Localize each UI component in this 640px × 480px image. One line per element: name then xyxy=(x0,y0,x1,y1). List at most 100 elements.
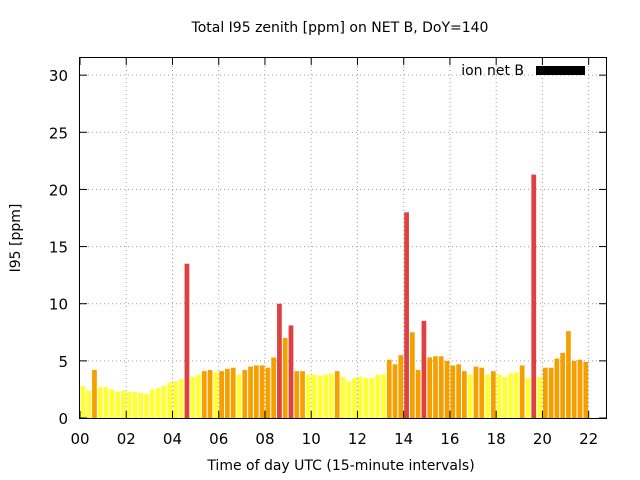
bar xyxy=(103,387,109,418)
bar xyxy=(311,374,317,418)
bar xyxy=(352,378,357,418)
bar xyxy=(519,365,525,418)
bar xyxy=(138,392,144,418)
bar xyxy=(583,362,589,418)
bar xyxy=(421,320,427,418)
bar xyxy=(357,376,363,418)
bar xyxy=(167,382,172,418)
x-axis-label: Time of day UTC (15-minute intervals) xyxy=(206,458,474,474)
x-tick-label: 08 xyxy=(255,430,274,448)
bar xyxy=(236,374,242,418)
bar xyxy=(190,376,196,418)
bar xyxy=(433,356,438,418)
bar xyxy=(450,365,456,418)
bar xyxy=(161,386,167,418)
bar xyxy=(173,381,178,418)
bar xyxy=(334,371,340,418)
bar xyxy=(415,370,421,418)
bar xyxy=(288,325,294,418)
bar xyxy=(259,365,265,418)
bar xyxy=(213,372,219,418)
bar xyxy=(508,373,513,418)
bar xyxy=(132,391,138,418)
bar xyxy=(317,375,323,418)
x-tick-label: 22 xyxy=(579,430,598,448)
x-tick-label: 12 xyxy=(348,430,367,448)
bar xyxy=(577,359,583,418)
x-tick-label: 16 xyxy=(440,430,459,448)
bar xyxy=(248,366,253,418)
bar xyxy=(542,367,548,418)
bar xyxy=(253,365,259,418)
bar xyxy=(346,381,352,418)
x-tick-label: 02 xyxy=(117,430,136,448)
chart-title: Total I95 zenith [ppm] on NET B, DoY=140 xyxy=(191,20,489,36)
bar xyxy=(201,371,207,418)
bar xyxy=(525,378,531,418)
bar xyxy=(462,371,467,418)
bar xyxy=(363,378,369,418)
bar xyxy=(566,331,571,418)
bar xyxy=(282,338,288,418)
axis-ticks: 0 5 10 15 20 25 30 00 02 04 06 08 10 12 14 16 18 20 22 xyxy=(49,58,606,448)
bar xyxy=(427,357,433,418)
bar xyxy=(300,371,305,418)
bar xyxy=(178,379,184,418)
bar xyxy=(531,174,537,418)
x-tick-label: 18 xyxy=(487,430,506,448)
y-tick-label: 25 xyxy=(49,124,68,142)
bar xyxy=(196,374,201,418)
bar xyxy=(560,352,566,418)
bar xyxy=(155,388,161,418)
y-tick-label: 15 xyxy=(49,239,68,257)
plot-frame xyxy=(79,57,607,419)
bar xyxy=(340,376,346,418)
y-axis-label: I95 [ppm] xyxy=(8,204,24,273)
legend: ion net B xyxy=(461,63,585,79)
bar xyxy=(554,358,560,418)
grid-lines xyxy=(80,58,606,418)
bar xyxy=(242,370,248,418)
bar xyxy=(230,367,236,418)
bar xyxy=(207,370,213,418)
bar xyxy=(323,374,329,418)
bar xyxy=(369,378,375,418)
bar xyxy=(438,356,444,418)
bar xyxy=(485,374,490,418)
bar xyxy=(548,367,554,418)
bar xyxy=(329,373,334,418)
bar xyxy=(120,390,126,418)
bar xyxy=(144,394,149,418)
bar xyxy=(271,357,277,418)
y-tick-label: 30 xyxy=(49,67,68,85)
y-tick-label: 10 xyxy=(49,296,68,314)
legend-label: ion net B xyxy=(461,63,524,79)
bar xyxy=(392,364,398,418)
bar xyxy=(80,386,86,418)
bar xyxy=(86,390,92,418)
bar xyxy=(398,355,404,418)
y-tick-label: 20 xyxy=(49,181,68,199)
bar xyxy=(496,374,502,418)
bar xyxy=(277,303,282,418)
bar xyxy=(97,387,103,418)
bar xyxy=(375,374,381,418)
x-tick-label: 06 xyxy=(209,430,228,448)
bar xyxy=(109,389,115,418)
bar xyxy=(265,367,271,418)
bar xyxy=(404,212,409,418)
bar xyxy=(502,376,508,418)
x-tick-label: 14 xyxy=(394,430,413,448)
legend-swatch xyxy=(536,66,585,75)
bar xyxy=(294,371,300,418)
bar xyxy=(409,332,415,418)
bar xyxy=(149,389,155,418)
bar xyxy=(514,372,519,418)
bar xyxy=(444,360,450,418)
x-tick-label: 20 xyxy=(533,430,552,448)
bar xyxy=(184,263,190,418)
bar xyxy=(571,360,577,418)
bar xyxy=(490,371,496,418)
bar xyxy=(386,359,392,418)
